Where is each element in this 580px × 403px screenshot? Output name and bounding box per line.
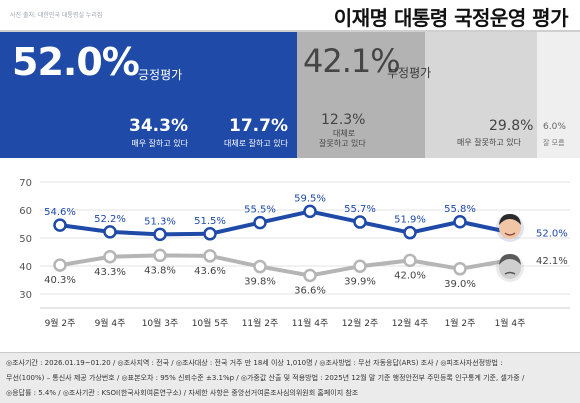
very-good-value: 34.3% — [129, 116, 188, 136]
somewhat-good-value: 17.7% — [229, 116, 288, 136]
dont-know-value: 6.0% — [543, 122, 566, 132]
somewhat-good-label: 대체로 잘하고 있다 — [224, 139, 288, 148]
somewhat-bad-value: 12.3% — [321, 112, 366, 128]
positive-data-label: 54.6% — [44, 207, 76, 218]
positive-series-line — [59, 209, 511, 237]
x-tick-label: 1월 4주 — [495, 317, 526, 329]
dont-know-label: 잘 모름 — [543, 139, 565, 147]
very-good-label: 매우 잘하고 있다 — [131, 139, 188, 148]
negative-data-label: 42.1% — [536, 256, 568, 267]
x-tick-label: 1월 2주 — [445, 317, 476, 329]
somewhat-bad-label-2: 잘못하고 있다 — [319, 139, 366, 148]
footnote-line-3: ◎응답률 : 5.4% / ◎조사기관 : KSOI(한국사회여론연구소) / … — [6, 389, 359, 397]
somewhat-bad-label-1: 대체로 — [333, 129, 356, 138]
negative-data-label: 39.8% — [244, 277, 276, 288]
positive-total: 52.0% — [12, 40, 140, 84]
x-tick-label: 9월 4주 — [95, 317, 126, 329]
y-tick-label: 40 — [19, 262, 32, 273]
positive-data-label: 55.8% — [444, 204, 476, 215]
x-tick-label: 11월 2주 — [242, 317, 279, 329]
positive-data-label: 51.5% — [194, 216, 226, 227]
positive-data-label: 51.3% — [144, 216, 176, 227]
negative-series-line — [59, 253, 511, 278]
positive-point — [303, 204, 317, 219]
negative-data-label: 39.9% — [344, 276, 376, 287]
very-bad-label: 매우 잘못하고 있다 — [457, 138, 521, 147]
chart-area — [0, 160, 580, 340]
very-bad-value: 29.8% — [489, 118, 534, 134]
x-tick-label: 11월 4주 — [292, 317, 329, 329]
footnote-line-1: ◎조사기간 : 2026.01.19~01.20 / ◎조사지역 : 전국 / … — [6, 359, 503, 367]
header-divider — [0, 30, 580, 32]
photo-credit: 사진 출처: 대한민국 대통령실 누리집 — [10, 12, 103, 19]
negative-data-label: 39.0% — [444, 279, 476, 290]
negative-data-label: 43.3% — [94, 267, 126, 278]
y-tick-label: 50 — [19, 234, 32, 245]
positive-data-label: 52.0% — [536, 228, 568, 239]
president-photo-gray-icon — [496, 254, 524, 282]
positive-point — [53, 218, 67, 232]
x-tick-label: 10월 3주 — [142, 317, 179, 329]
negative-point — [353, 259, 367, 274]
positive-panel: 52.0% 긍정평가 34.3% 매우 잘하고 있다 17.7% 대체로 잘하고… — [0, 32, 297, 158]
x-tick-label: 10월 5주 — [192, 317, 229, 329]
positive-point — [253, 215, 267, 230]
negative-point — [253, 259, 267, 274]
positive-data-label: 59.5% — [294, 193, 326, 204]
page-title: 이재명 대통령 국정운영 평가 — [333, 6, 569, 30]
y-tick-label: 30 — [19, 290, 32, 301]
negative-data-label: 43.6% — [194, 266, 226, 277]
dont-know-panel: 6.0% 잘 모름 — [537, 32, 580, 158]
negative-data-label: 42.0% — [394, 270, 426, 281]
x-tick-label: 9월 2주 — [45, 317, 76, 329]
president-photo-icon — [496, 214, 524, 242]
negative-dark-block — [297, 32, 425, 158]
positive-data-label: 55.7% — [344, 204, 376, 215]
negative-total: 42.1% — [303, 42, 401, 80]
negative-data-label: 36.6% — [294, 286, 326, 297]
positive-point — [403, 225, 417, 240]
positive-point — [203, 227, 217, 241]
negative-panel: 42.1% 부정평가 12.3% 대체로 잘못하고 있다 29.8% 매우 잘못… — [297, 32, 537, 158]
positive-point — [353, 215, 367, 229]
negative-point — [103, 250, 117, 264]
y-tick-label: 70 — [19, 178, 32, 189]
negative-data-label: 40.3% — [44, 275, 76, 286]
x-tick-label: 12월 2주 — [342, 317, 379, 329]
x-tick-label: 12월 4주 — [392, 317, 429, 329]
positive-label: 긍정평가 — [138, 68, 183, 82]
footnote-line-2: 무선(100%) – 통신사 제공 가상번호 / ◎표본오차 : 95% 신뢰수… — [6, 374, 525, 382]
positive-point — [453, 215, 467, 229]
negative-data-label: 43.8% — [144, 265, 176, 276]
negative-point — [403, 253, 417, 268]
y-tick-label: 60 — [19, 206, 32, 217]
positive-point — [153, 227, 167, 242]
positive-data-label: 52.2% — [94, 214, 126, 225]
survey-footnote: ◎조사기간 : 2026.01.19~01.20 / ◎조사지역 : 전국 / … — [0, 352, 580, 403]
negative-label: 부정평가 — [387, 66, 432, 80]
positive-point — [103, 225, 117, 239]
negative-point — [53, 258, 67, 272]
negative-point — [453, 262, 467, 276]
positive-data-label: 51.9% — [394, 215, 426, 226]
positive-data-label: 55.5% — [244, 205, 276, 216]
negative-point — [303, 268, 317, 283]
negative-point — [203, 249, 217, 263]
negative-point — [153, 248, 167, 263]
